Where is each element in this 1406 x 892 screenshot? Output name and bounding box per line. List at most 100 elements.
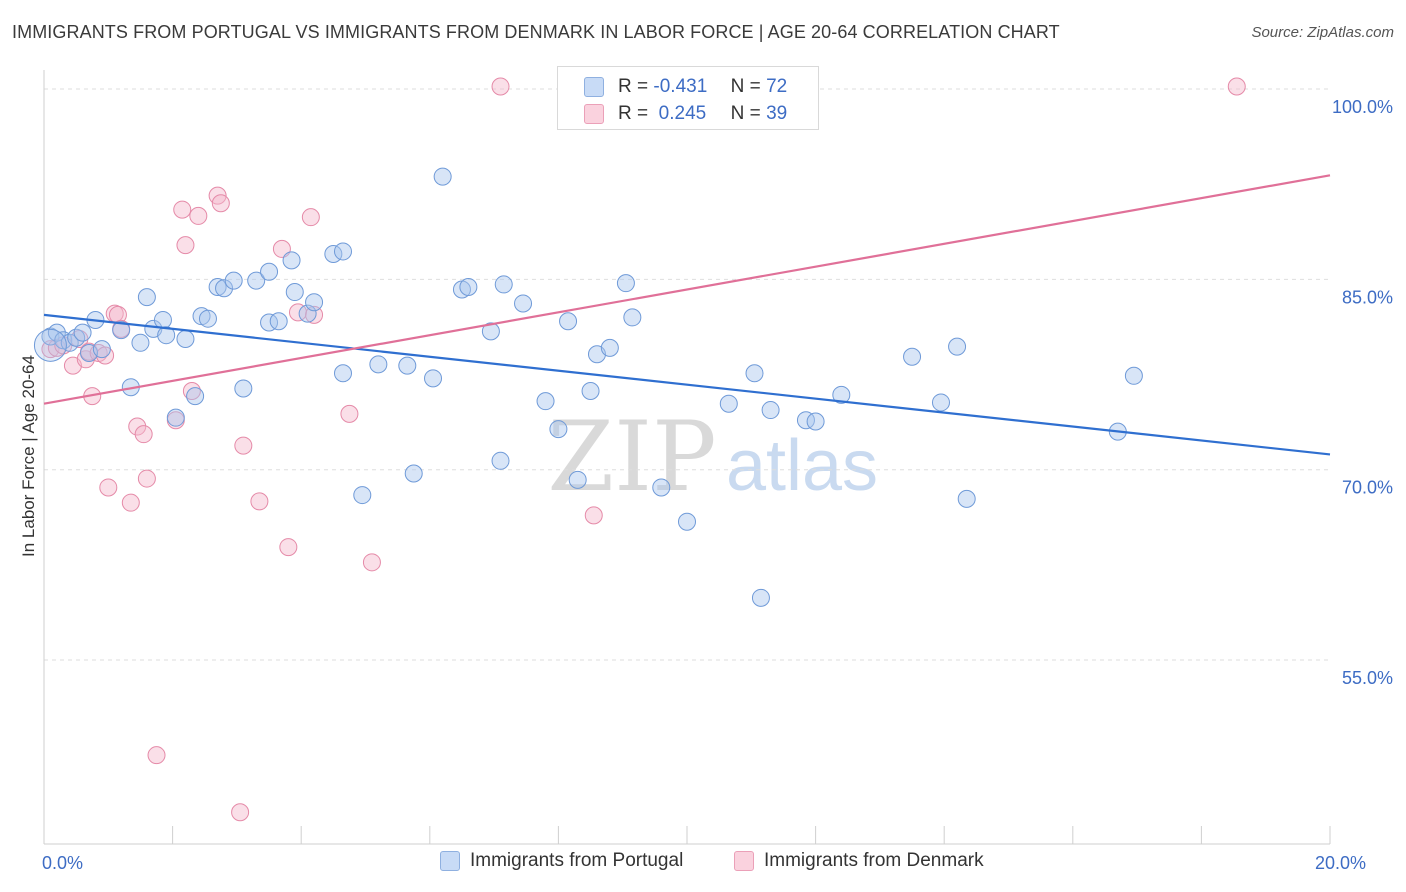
stats-r-label: R = [618, 76, 649, 97]
denmark-point-22 [189, 206, 208, 225]
denmark-point-10 [99, 478, 118, 497]
legend-item-portugal[interactable]: Immigrants from Portugal [440, 850, 683, 872]
watermark-atlas: atlas [726, 426, 878, 506]
denmark-point-32 [301, 208, 320, 227]
portugal-point-34 [333, 242, 352, 261]
portugal-point-59 [719, 394, 738, 413]
portugal-point-58 [678, 512, 696, 531]
portugal-point-45 [494, 275, 513, 294]
portugal-point-64 [806, 412, 825, 431]
portugal-point-61 [751, 588, 770, 607]
portugal-point-62 [761, 401, 780, 420]
portugal-point-66 [903, 347, 922, 366]
portugal-point-52 [581, 382, 600, 401]
denmark-point-25 [211, 194, 230, 213]
portugal-point-44 [481, 322, 500, 341]
portugal-point-11 [131, 333, 150, 352]
denmark-point-21 [176, 236, 195, 255]
legend-swatch-denmark [734, 851, 754, 871]
denmark-point-35 [491, 77, 510, 96]
legend-item-denmark[interactable]: Immigrants from Denmark [734, 850, 984, 872]
portugal-point-27 [260, 313, 279, 332]
portugal-point-50 [559, 312, 578, 331]
denmark-point-28 [250, 492, 269, 511]
portugal-point-15 [157, 326, 176, 345]
correlation-stats-box: R = -0.431 N = 72 R = 0.245 N = 39 [557, 66, 819, 130]
portugal-point-cluster [33, 328, 67, 362]
y-tick-label-0: 100.0% [1332, 97, 1393, 117]
stats-n-value: 72 [766, 76, 788, 97]
portugal-point-51 [568, 470, 587, 489]
portugal-point-16 [166, 408, 185, 427]
denmark-point-37 [1227, 77, 1246, 96]
portugal-point-31 [298, 304, 317, 323]
portugal-point-28 [269, 312, 288, 331]
portugal-point-67 [931, 393, 950, 412]
portugal-point-30 [285, 283, 304, 302]
portugal-point-60 [745, 364, 764, 383]
portugal-point-47 [514, 294, 533, 313]
portugal-point-14 [153, 310, 172, 329]
chart-title: IMMIGRANTS FROM PORTUGAL VS IMMIGRANTS F… [12, 22, 1060, 42]
stats-row-denmark: R = 0.245 N = 39 [584, 101, 787, 127]
portugal-point-65 [832, 385, 851, 404]
stats-r-value: -0.431 [653, 76, 708, 97]
denmark-point-15 [128, 417, 147, 436]
portugal-point-56 [623, 308, 642, 327]
denmark-point-20 [173, 200, 192, 219]
portugal-trend-line [43, 313, 1331, 456]
denmark-point-34 [362, 553, 381, 572]
axes [43, 70, 1331, 845]
portugal-point-35 [333, 364, 352, 383]
portugal-point-37 [369, 355, 388, 374]
series-portugal-points [33, 167, 1143, 607]
stats-r-label: R = [618, 103, 649, 124]
portugal-point-20 [198, 309, 217, 328]
y-axis-label: In Labor Force | Age 20-64 [19, 355, 38, 557]
denmark-trend-line [43, 174, 1331, 405]
chart-legend: Immigrants from Portugal Immigrants from… [0, 850, 1406, 880]
denmark-point-27 [234, 436, 253, 455]
portugal-point-26 [260, 262, 279, 281]
y-tick-label-3: 55.0% [1342, 668, 1393, 688]
portugal-point-39 [404, 464, 423, 483]
y-tick-label-2: 70.0% [1342, 478, 1393, 498]
stats-swatch-portugal [584, 77, 604, 97]
portugal-point-29 [282, 251, 301, 270]
portugal-point-49 [549, 420, 568, 439]
stats-n-label: N = [730, 76, 761, 97]
portugal-point-57 [652, 478, 671, 497]
portugal-point-22 [215, 279, 234, 298]
stats-row-portugal: R = -0.431 N = 72 [584, 74, 787, 100]
denmark-point-14 [121, 493, 140, 512]
denmark-point-23 [182, 382, 201, 401]
zipatlas-watermark: ZIP atlas [547, 401, 878, 513]
portugal-point-63 [796, 411, 815, 430]
legend-swatch-portugal [440, 851, 460, 871]
portugal-point-8 [92, 340, 111, 359]
source-credit: Source: ZipAtlas.com [1251, 24, 1394, 41]
y-tick-label-1: 85.0% [1342, 287, 1393, 307]
x-tick-label-1: 20.0% [1315, 853, 1366, 873]
portugal-point-21 [208, 277, 227, 296]
portugal-point-9 [112, 321, 131, 340]
portugal-point-36 [353, 486, 372, 505]
portugal-point-17 [176, 329, 195, 348]
portugal-point-24 [234, 379, 253, 398]
denmark-point-26 [231, 803, 250, 822]
portugal-point-18 [186, 387, 205, 406]
denmark-point-30 [279, 538, 298, 557]
portugal-point-23 [224, 271, 243, 290]
stats-swatch-denmark [584, 104, 604, 124]
portugal-point-46 [491, 451, 510, 470]
stats-n-value: 39 [766, 103, 788, 124]
legend-label-denmark: Immigrants from Denmark [764, 850, 984, 871]
portugal-point-38 [398, 356, 417, 375]
portugal-point-40 [424, 369, 443, 388]
denmark-point-18 [147, 746, 166, 765]
denmark-point-31 [288, 303, 307, 322]
portugal-point-25 [247, 271, 266, 290]
portugal-point-69 [957, 489, 976, 508]
denmark-point-36 [584, 506, 603, 525]
denmark-point-16 [134, 425, 153, 444]
